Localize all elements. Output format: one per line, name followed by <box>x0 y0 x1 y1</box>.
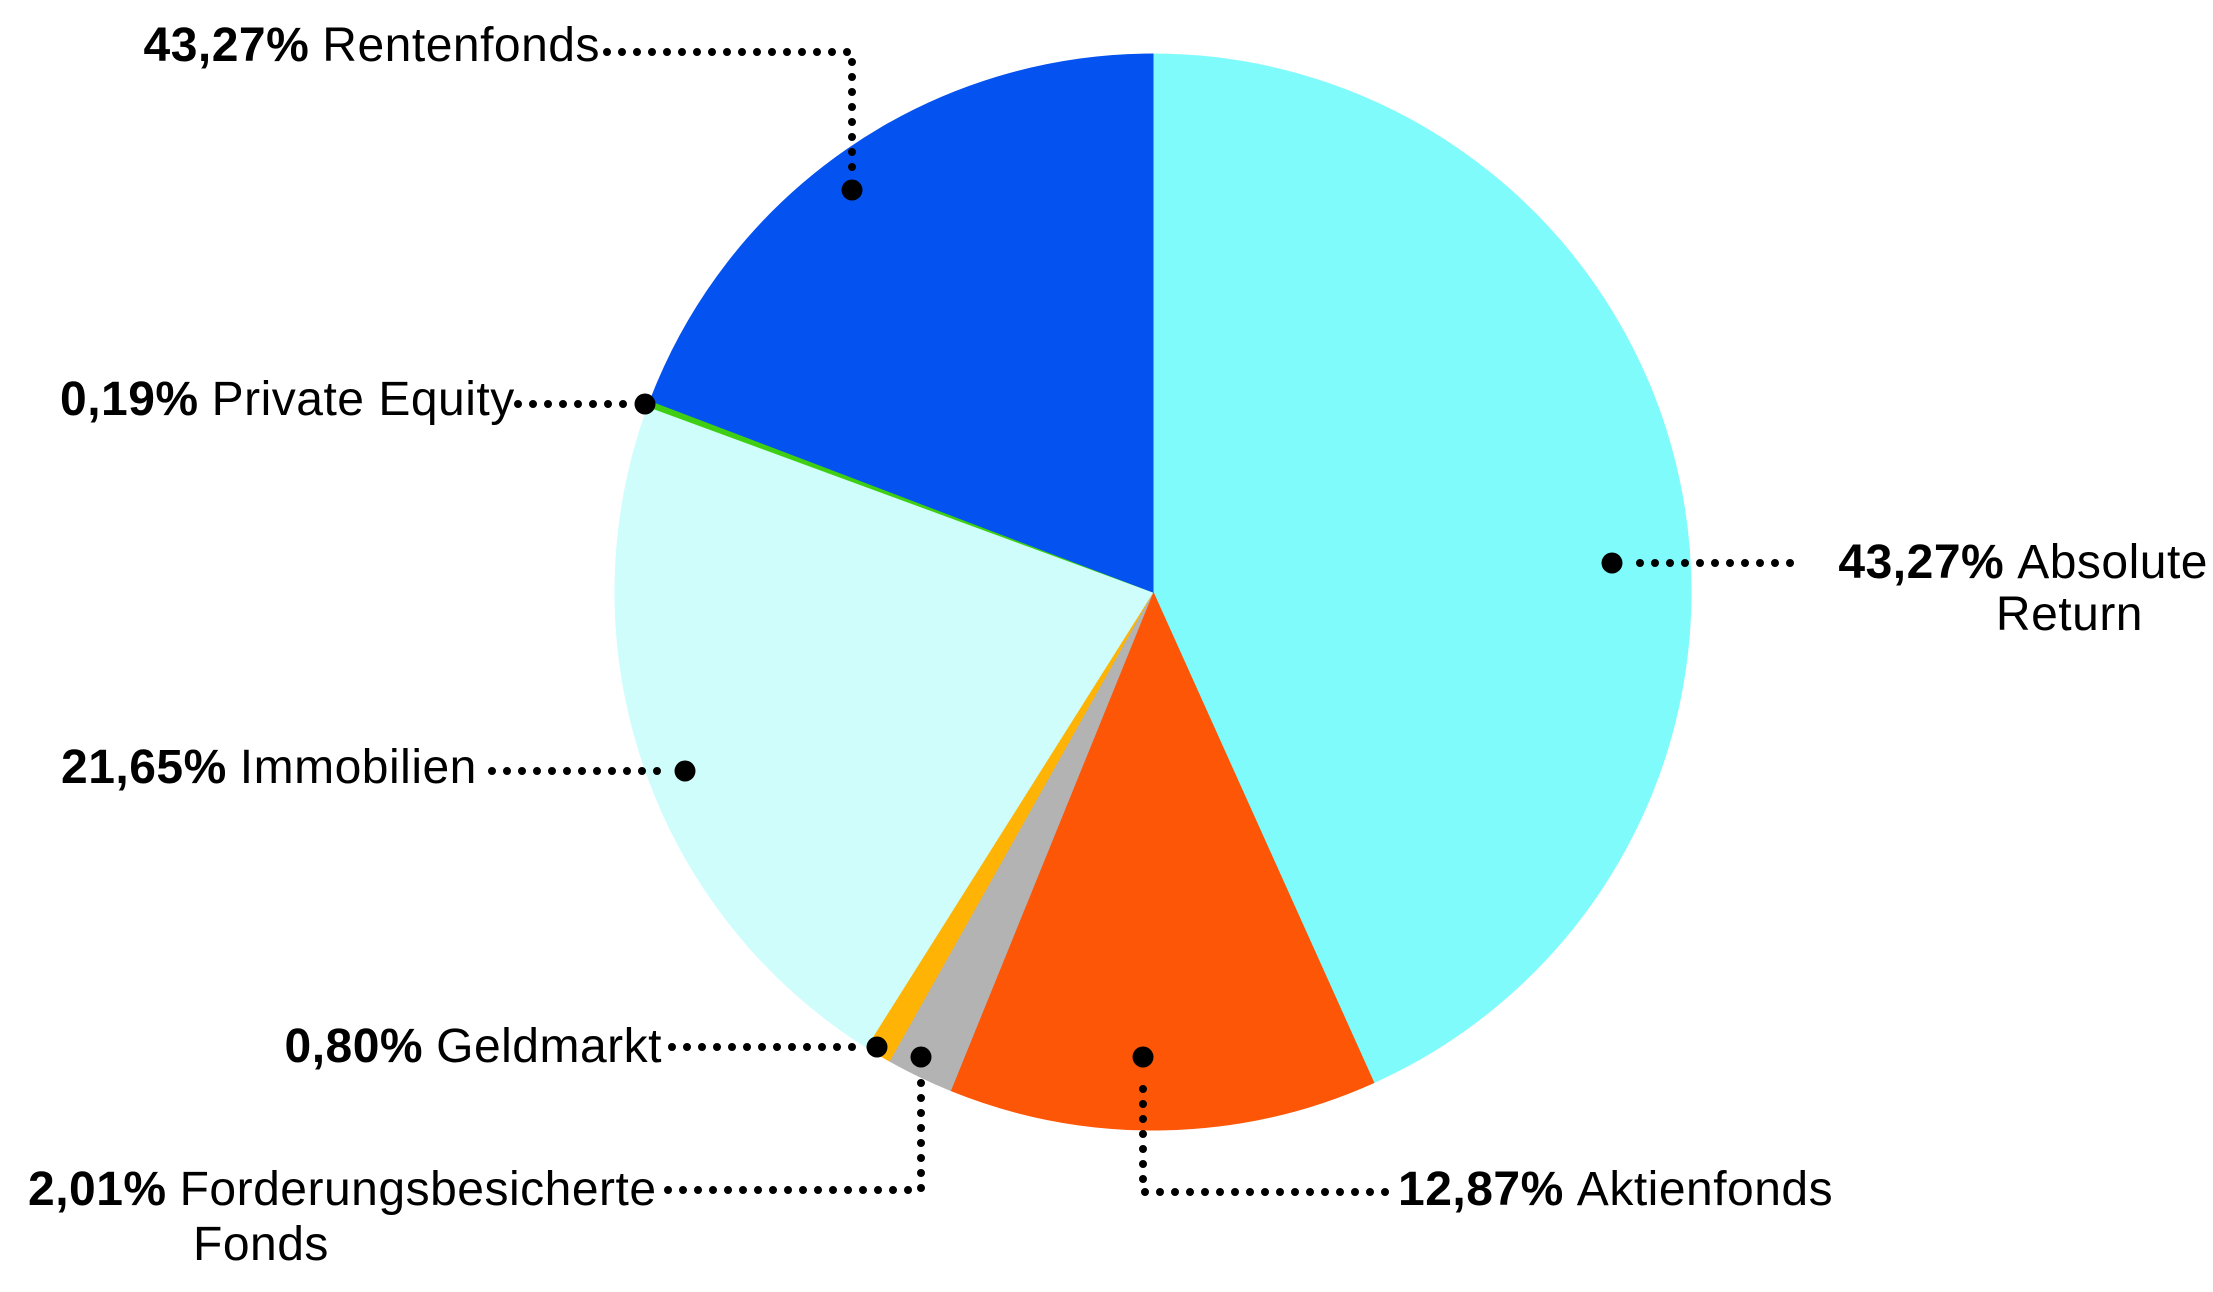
leader-line-aktienfonds <box>1139 1070 1389 1196</box>
callout-label-absolute-return-line2: Return <box>1996 588 2143 642</box>
slice-name: Private Equity <box>211 373 515 426</box>
leader-dot-rentenfonds <box>841 179 863 201</box>
leader-dot-geldmarkt <box>866 1036 888 1058</box>
leader-dot-absolute-return <box>1601 552 1623 574</box>
slice-name: Absolute <box>2017 536 2208 589</box>
percent-value: 2,01% <box>28 1163 167 1216</box>
callout-label-aktienfonds: 12,87% Aktienfonds <box>1398 1163 1833 1217</box>
percent-value: 12,87% <box>1398 1163 1564 1216</box>
leader-line-forderung <box>664 1070 925 1194</box>
callout-label-forderungsbesicherte-line1: 2,01% Forderungsbesicherte <box>28 1163 657 1217</box>
pie-slice-rentenfonds <box>649 53 1154 593</box>
percent-value: 0,19% <box>60 373 199 426</box>
pie-slice-immobilien <box>614 405 1154 1048</box>
percent-value: 43,27% <box>1838 536 2005 589</box>
slice-name: Aktienfonds <box>1576 1163 1834 1216</box>
percent-value: 0,80% <box>284 1020 424 1073</box>
leader-dot-aktienfonds <box>1132 1046 1154 1068</box>
pie-slice-absolute-return <box>1152 53 1692 1084</box>
callout-label-private-equity: 0,19% Private Equity <box>60 373 515 427</box>
callout-label-immobilien: 21,65% Immobilien <box>61 741 477 795</box>
pie-slice-aktienfonds <box>949 590 1375 1131</box>
callout-label-absolute-return-line1: 43,27% Absolute <box>1838 536 2208 590</box>
leader-dot-forderung <box>910 1046 932 1068</box>
slice-name: Rentenfonds <box>322 19 600 72</box>
slice-name: Geldmarkt <box>436 1020 662 1073</box>
slice-name-continued: Return <box>1995 588 2143 641</box>
leader-dot-private-equity <box>634 393 656 415</box>
slice-name: Immobilien <box>239 741 477 794</box>
callout-label-rentenfonds: 43,27% Rentenfonds <box>144 19 601 73</box>
callout-label-forderungsbesicherte-line2: Fonds <box>193 1218 329 1272</box>
percent-value: 21,65% <box>61 741 227 794</box>
percent-value: 43,27% <box>143 19 310 72</box>
callout-label-geldmarkt: 0,80% Geldmarkt <box>285 1020 663 1074</box>
leader-line-rentenfonds <box>603 48 856 178</box>
slice-name-continued: Fonds <box>193 1218 329 1271</box>
slice-name: Forderungsbesicherte <box>179 1163 657 1216</box>
leader-dot-immobilien <box>674 760 696 782</box>
